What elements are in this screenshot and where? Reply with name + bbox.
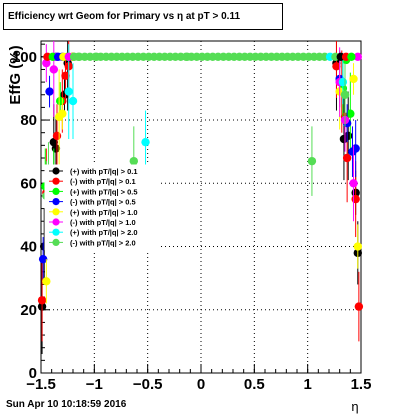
legend-marker — [52, 177, 60, 185]
data-point — [351, 144, 360, 153]
y-tick-label: 80 — [20, 112, 37, 129]
data-point — [52, 131, 62, 141]
data-point — [340, 90, 350, 99]
data-point — [45, 87, 54, 96]
y-tick-label: 60 — [20, 175, 37, 192]
legend-label: (+) with pT/|q| > 0.5 — [70, 187, 138, 196]
data-point — [349, 179, 358, 188]
legend-marker — [52, 238, 60, 246]
legend-label: (+) with pT/|q| > 1.0 — [70, 208, 138, 217]
x-tick-label: 0 — [197, 376, 205, 393]
y-tick-label: 0 — [29, 365, 37, 382]
x-tick-label: −1 — [86, 376, 103, 393]
legend-label: (-) with pT/|q| > 0.1 — [70, 177, 136, 186]
y-tick-label: 100 — [12, 49, 37, 66]
data-point — [354, 302, 364, 311]
legend-label: (-) with pT/|q| > 0.5 — [70, 198, 136, 207]
legend-marker — [52, 208, 60, 216]
data-point — [307, 156, 317, 166]
legend-marker — [52, 198, 60, 206]
data-point — [351, 194, 360, 204]
legend-box — [44, 164, 161, 251]
x-tick-label: 0.5 — [244, 376, 265, 393]
x-tick-label: 1.5 — [351, 376, 372, 393]
legend-marker — [52, 218, 60, 226]
data-point — [42, 58, 51, 68]
data-point — [61, 71, 70, 80]
y-tick-label: 20 — [20, 302, 37, 319]
data-point — [332, 62, 341, 71]
x-tick-label: −0.5 — [133, 376, 163, 393]
data-point — [58, 109, 67, 118]
legend-label: (+) with pT/|q| > 2.0 — [70, 228, 138, 237]
legend-label: (-) with pT/|q| > 1.0 — [70, 218, 136, 227]
y-tick-label: 40 — [20, 239, 37, 256]
x-axis-label: η — [351, 399, 358, 414]
x-tick-label: −1.5 — [26, 376, 56, 393]
data-point — [353, 52, 362, 62]
x-tick-label: 1 — [303, 376, 311, 393]
data-point — [56, 96, 65, 106]
data-point — [342, 153, 352, 163]
legend-label: (+) with pT/|q| > 0.1 — [70, 167, 138, 176]
data-point — [38, 254, 48, 264]
data-point — [68, 96, 78, 106]
data-point — [349, 74, 358, 84]
data-point — [346, 109, 355, 118]
data-point — [129, 156, 138, 166]
legend-marker — [52, 187, 60, 195]
data-point — [64, 87, 73, 96]
data-point — [42, 277, 51, 286]
timestamp-footer: Sun Apr 10 10:18:59 2016 — [6, 399, 127, 410]
legend-marker — [52, 167, 60, 175]
data-point — [37, 296, 47, 305]
data-point — [338, 77, 348, 87]
legend-label: (-) with pT/|q| > 2.0 — [70, 238, 136, 247]
data-point — [49, 65, 58, 74]
chart-title: Efficiency wrt Geom for Primary vs η at … — [3, 3, 283, 30]
y-axis-label: EffG (%) — [7, 45, 24, 104]
data-point — [347, 52, 356, 62]
legend-marker — [52, 228, 60, 236]
data-point — [141, 137, 150, 147]
data-point — [353, 242, 362, 251]
